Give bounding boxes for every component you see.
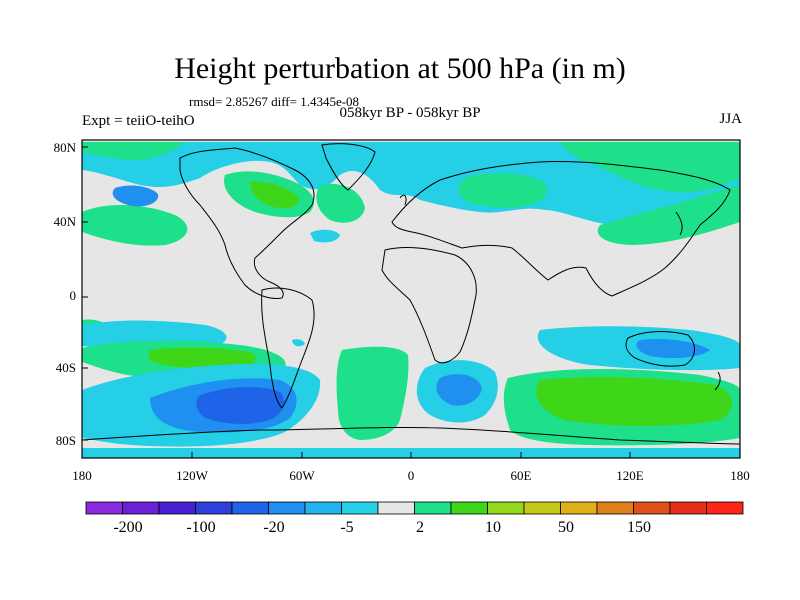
colorbar-box [596,501,634,515]
lat-label: 40N [53,214,76,229]
contour-region [458,173,547,208]
lon-label: 60E [510,468,532,483]
contour-region [82,204,188,246]
lat-label: 0 [69,288,77,303]
contour-region [250,181,299,209]
colorbar [85,501,744,515]
colorbar-box [304,501,342,515]
colorbar-box [195,501,233,515]
contour-region [636,339,710,358]
lon-label: 120E [616,468,644,483]
colorbar-box [341,501,379,515]
contour-region [196,386,285,424]
lat-label: 40S [55,360,76,375]
coastline-uk [399,194,407,206]
contour-region [316,183,365,223]
lat-label: 80N [53,140,76,155]
contour-region [560,142,740,193]
contour-region [436,374,482,406]
stats-line: rmsd= 2.85267 diff= 1.4345e-08 [189,94,360,109]
lat-label: 80S [55,433,76,448]
coastline-japan [675,211,683,236]
colorbar-label: 150 [627,519,651,536]
colorbar-box [706,501,744,515]
colorbar-box [158,501,196,515]
axis-ticks [81,146,741,458]
experiment-label: Expt = teiiO-teihO [82,113,195,129]
contour-region [536,376,732,426]
coastlines [82,143,740,445]
colorbar-label: -20 [263,519,285,536]
colorbar-box [231,501,269,515]
colorbar-box [85,501,123,515]
lon-label: 0 [407,468,415,483]
coastline-eurasia [391,161,731,297]
contour-region [597,185,740,245]
colorbar-box [523,501,561,515]
lon-label: 180 [72,468,92,483]
colorbar-box [450,501,488,515]
coastline-antarctica [82,426,740,445]
chart-title: Height perturbation at 500 hPa (in m) [174,52,626,85]
season-label: JJA [719,111,742,127]
coastline-greenland [321,143,376,191]
colorbar-box [669,501,707,515]
contour-region [148,347,256,369]
colorbar-box [268,501,306,515]
lon-label: 60W [289,468,315,483]
colorbar-box [377,501,415,515]
colorbar-label: 2 [416,519,424,536]
colorbar-label: -5 [340,519,354,536]
contour-region [112,185,159,207]
coastline-south-america [261,287,315,409]
coastline-africa [381,247,477,364]
lon-label: 120W [176,468,208,483]
contour-region [292,339,305,347]
colorbar-label: 50 [558,519,574,536]
colorbar-label: -200 [113,519,143,536]
period-label: 058kyr BP - 058kyr BP [339,105,481,121]
colorbar-box [122,501,160,515]
contour-region [82,142,740,225]
colorbar-box [633,501,671,515]
colorbar-label: 10 [485,519,501,536]
colorbar-box [487,501,525,515]
contour-region [82,142,185,160]
contour-region [336,346,409,440]
colorbar-label: -100 [186,519,216,536]
lon-label: 180 [730,468,750,483]
coastline-australia [625,331,695,367]
colorbar-box [414,501,452,515]
colorbar-box [560,501,598,515]
contour-region [310,229,340,243]
coastline-new-zealand [714,371,721,391]
coastline-north-america [179,147,315,299]
